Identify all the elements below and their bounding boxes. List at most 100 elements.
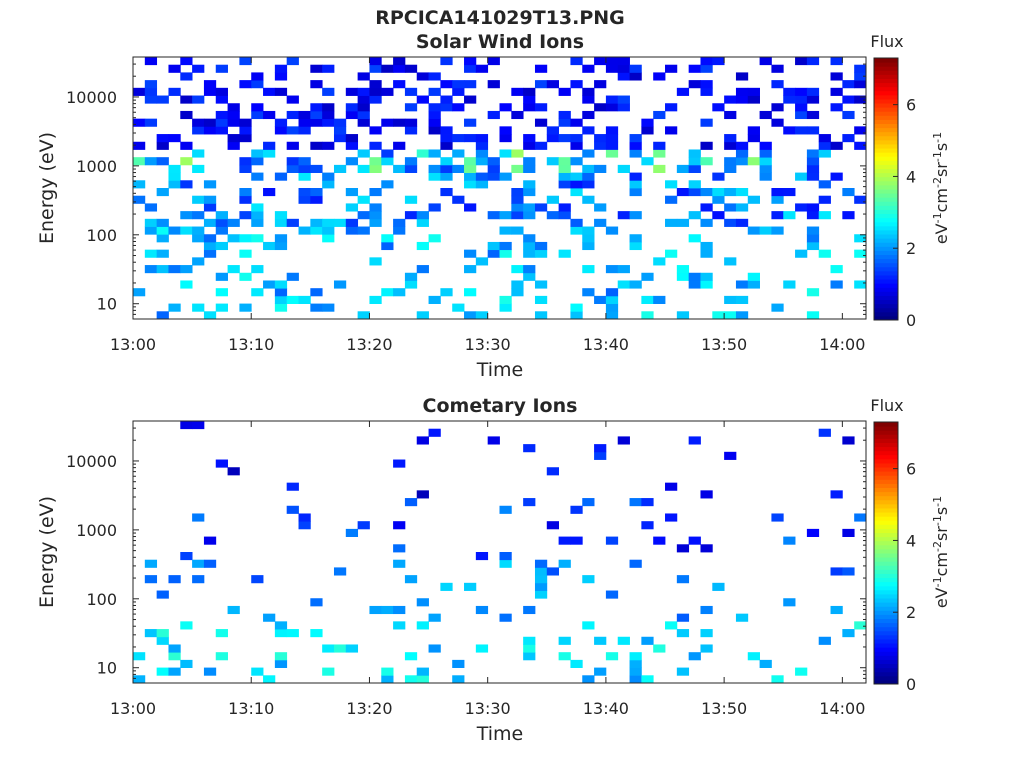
heatmap-cell — [676, 164, 690, 173]
colorbar-segment — [874, 659, 898, 665]
colorbar-segment — [874, 148, 898, 153]
heatmap-cell — [594, 164, 607, 173]
heatmap-cell — [416, 149, 429, 158]
heatmap-cell — [345, 203, 359, 212]
heatmap-cell — [629, 559, 642, 568]
colorbar-segment — [874, 507, 898, 513]
heatmap-cell — [452, 164, 465, 173]
heatmap-cell — [416, 667, 429, 676]
heatmap-cell — [558, 559, 571, 568]
heatmap-cell — [676, 265, 690, 274]
heatmap-cell — [629, 149, 642, 158]
colorbar-segment — [874, 78, 898, 84]
heatmap-cell — [428, 644, 441, 653]
heatmap-cell — [357, 195, 370, 204]
heatmap-cell — [251, 211, 264, 220]
heatmap-cell — [511, 288, 524, 297]
heatmap-cell — [818, 141, 831, 150]
heatmap-cell — [842, 211, 855, 220]
heatmap-cell — [310, 288, 323, 297]
colorbar-segment — [874, 651, 898, 656]
colorbar-segment — [874, 86, 898, 92]
heatmap-cell — [511, 265, 524, 274]
heatmap-cell — [641, 272, 654, 281]
heatmap-cell — [617, 280, 630, 289]
heatmap-cell — [180, 95, 193, 104]
heatmap-cell — [203, 241, 217, 251]
plot-frame-cometary — [132, 420, 867, 684]
heatmap-cell — [629, 64, 642, 73]
colorbar-segment — [874, 524, 898, 529]
heatmap-cell — [582, 575, 595, 584]
heatmap-cell — [227, 103, 240, 112]
colorbar-segment — [874, 679, 898, 685]
heatmap-cell — [759, 110, 772, 120]
heatmap-cell — [582, 126, 595, 135]
heatmap-cell — [227, 118, 240, 127]
heatmap-cell — [523, 157, 536, 166]
heatmap-cell — [180, 659, 193, 668]
heatmap-cell — [404, 87, 418, 96]
heatmap-cell — [534, 249, 548, 258]
heatmap-cell — [322, 303, 335, 312]
heatmap-cell — [594, 141, 607, 150]
colorbar-segment — [874, 675, 898, 681]
heatmap-cell — [298, 513, 311, 522]
heatmap-cell — [322, 226, 335, 235]
heatmap-cell — [735, 87, 749, 96]
heatmap-cell — [263, 241, 276, 251]
heatmap-cell — [783, 280, 796, 289]
heatmap-cell — [192, 575, 205, 584]
heatmap-cell — [251, 103, 264, 112]
heatmap-cell — [629, 180, 642, 189]
heatmap-cell — [239, 272, 252, 281]
heatmap-cell — [298, 126, 311, 135]
colorbar-segment — [874, 614, 898, 619]
heatmap-cell — [676, 629, 690, 638]
colorbar-segment — [874, 258, 898, 264]
heatmap-cell — [298, 164, 311, 173]
heatmap-cell — [404, 157, 418, 166]
heatmap-cell — [806, 528, 820, 537]
heatmap-cell — [546, 467, 560, 476]
heatmap-cell — [192, 126, 205, 135]
heatmap-cell — [381, 605, 394, 615]
heatmap-cell — [570, 180, 583, 189]
colorbar-segment — [874, 266, 898, 272]
heatmap-cell — [393, 218, 406, 227]
heatmap-cell — [617, 72, 630, 81]
heatmap-cell — [653, 149, 666, 158]
panel-title-solar-wind: Solar Wind Ions — [416, 31, 584, 53]
colorbar-segment — [874, 581, 898, 587]
colorbar-solar-wind: 0 2 4 6 — [873, 57, 916, 330]
colorbar-segment — [874, 475, 898, 480]
heatmap-cell — [464, 311, 477, 320]
heatmap-cell — [594, 203, 607, 212]
heatmap-cell — [357, 149, 370, 158]
heatmap-cell — [558, 164, 571, 173]
heatmap-cell — [712, 103, 725, 112]
heatmap-cell — [629, 172, 642, 181]
colorbar-segment — [874, 422, 898, 427]
heatmap-cell — [404, 211, 418, 220]
heatmap-cell — [700, 141, 713, 150]
heatmap-cell — [605, 288, 619, 297]
heatmap-cell — [251, 157, 264, 166]
heatmap-cell — [806, 149, 820, 158]
heatmap-cell — [416, 265, 429, 274]
heatmap-cell — [322, 87, 335, 96]
heatmap-cell — [830, 265, 843, 274]
heatmap-cell — [239, 164, 252, 173]
heatmap-cell — [322, 218, 335, 227]
heatmap-cell — [546, 195, 560, 204]
colorbar-segment — [874, 189, 898, 194]
heatmap-cell — [487, 57, 500, 66]
heatmap-cell — [605, 126, 619, 135]
heatmap-cell — [629, 134, 642, 143]
heatmap-cell — [854, 80, 867, 89]
colorbar-segment — [874, 655, 898, 660]
heatmap-cell — [203, 80, 217, 89]
heatmap-cell — [534, 295, 548, 304]
heatmap-cell — [499, 613, 512, 622]
x-tick-label: 13:30 — [465, 335, 511, 354]
